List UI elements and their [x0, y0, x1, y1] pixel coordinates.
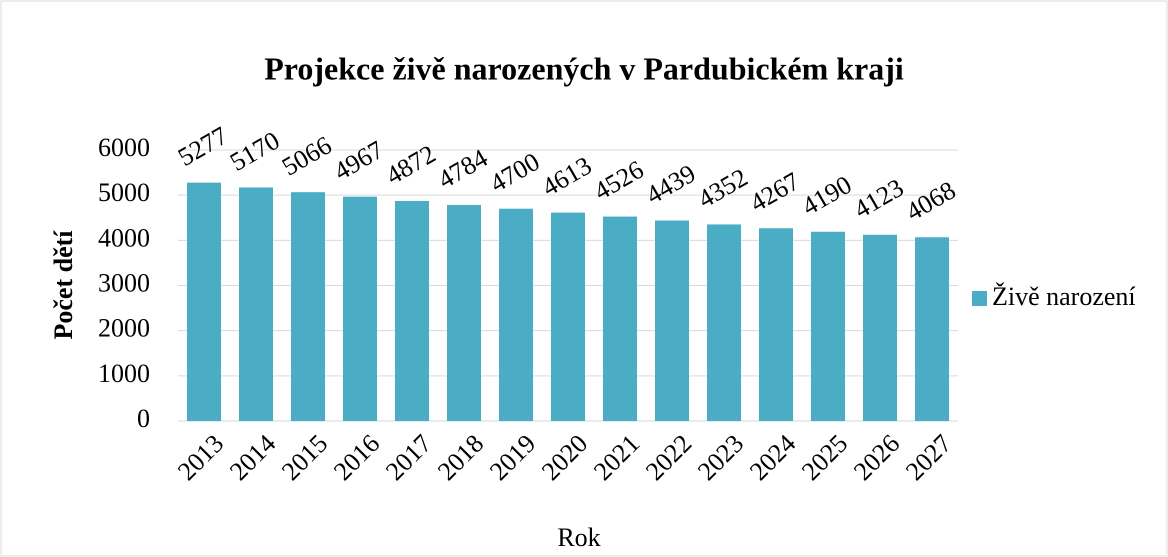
bar — [863, 234, 897, 421]
bar — [759, 228, 793, 421]
bar — [655, 220, 689, 421]
bar — [811, 231, 845, 421]
x-axis-label: Rok — [557, 523, 600, 552]
y-tick-label: 5000 — [98, 178, 150, 207]
legend-label: Živě narození — [992, 282, 1136, 311]
bar — [915, 237, 949, 421]
y-tick-label: 3000 — [98, 268, 150, 297]
bar — [239, 187, 273, 421]
legend-swatch — [972, 291, 987, 306]
bar — [291, 192, 325, 421]
bar — [447, 204, 481, 421]
bar — [343, 196, 377, 421]
bar — [187, 182, 221, 421]
y-tick-label: 0 — [137, 404, 150, 433]
y-axis-label: Počet dětí — [49, 230, 78, 340]
y-tick-label: 6000 — [98, 133, 150, 162]
y-tick-label: 2000 — [98, 314, 150, 343]
bar — [395, 200, 429, 421]
bar — [499, 208, 533, 421]
bar — [707, 224, 741, 421]
chart-title: Projekce živě narozených v Pardubickém k… — [264, 50, 904, 86]
bar — [551, 212, 585, 421]
y-tick-label: 4000 — [98, 223, 150, 252]
bar — [603, 216, 637, 421]
y-tick-label: 1000 — [98, 359, 150, 388]
